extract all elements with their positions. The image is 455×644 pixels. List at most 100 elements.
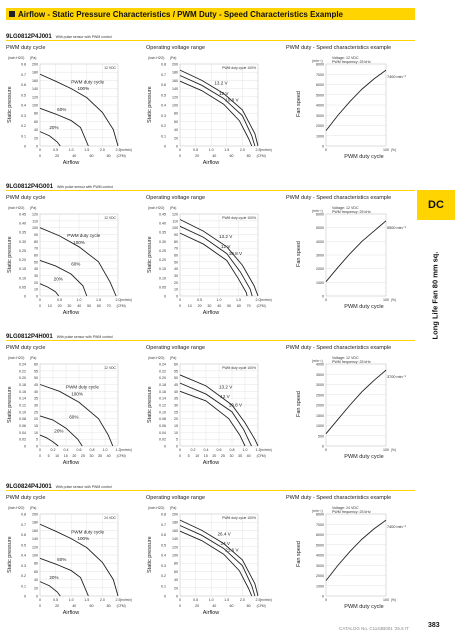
series-line <box>39 384 114 447</box>
curve-label: 20% <box>49 125 58 130</box>
y-tick-pa: 40 <box>174 267 178 271</box>
y-tick-in: 0.3 <box>21 114 26 118</box>
y-tick-pa: 30 <box>34 404 38 408</box>
y-tick-in: 0.4 <box>21 104 26 108</box>
pq-chart: 120 110 100 90 80 70 60 50 40 30 20 10 0 0.45 0.40 0.35… <box>146 204 282 324</box>
page-title: Airflow - Static Pressure Characteristic… <box>18 9 343 19</box>
corner-label: 12 VDC <box>104 66 116 70</box>
curve-label: 12 V <box>219 91 229 96</box>
x-tick-m3: 0 <box>179 448 181 452</box>
curve-label: PWM duty cycle <box>71 530 104 535</box>
y-tick-in: 0.05 <box>159 285 166 289</box>
y-tick-pa: 50 <box>174 260 178 264</box>
x-unit-cfm: (CFM) <box>257 154 266 158</box>
product-section: 9LG0812P4J001 With pulse sensor with PWM … <box>6 32 415 177</box>
x-tick-cfm: 25 <box>81 454 85 458</box>
x-tick-m3: 0.6 <box>77 448 82 452</box>
y-tick-pa: 120 <box>32 95 38 99</box>
x-axis-label: PWM duty cycle <box>344 304 383 310</box>
product-section: 9LG0812P4G001 With pulse sensor with PWM … <box>6 182 415 327</box>
y-tick-in: 0.10 <box>159 276 166 280</box>
y-tick-pa: 180 <box>172 521 178 525</box>
model-note: With pulse sensor with PWM control <box>55 485 112 489</box>
x-tick-m3: 2.0 <box>240 598 245 602</box>
x-unit-cfm: (CFM) <box>257 604 266 608</box>
y-tick-pa: 180 <box>172 71 178 75</box>
y-tick-in: 0.1 <box>21 584 26 588</box>
y-axis-label: Fan speed <box>296 241 302 267</box>
y-tick: 6000 <box>316 83 324 87</box>
x-tick-m3: 0 <box>179 148 181 152</box>
x-axis-label: Airflow <box>63 610 80 616</box>
series-line <box>39 283 60 297</box>
x-tick-cfm: 30 <box>229 454 233 458</box>
y-tick-pa: 60 <box>34 570 38 574</box>
x-tick-m3: 2.5 <box>256 598 261 602</box>
x-tick-m3: 2.5 <box>116 598 121 602</box>
y-tick-in: 0.5 <box>161 93 166 97</box>
y-tick-in: 0.04 <box>159 431 166 435</box>
curve-label: 24 V <box>221 541 231 546</box>
model-bar: 9LG0824P4J001 With pulse sensor with PWM … <box>6 482 415 491</box>
series-line <box>39 434 59 447</box>
y-tick-pa: 160 <box>172 529 178 533</box>
series-line <box>179 519 259 597</box>
y-unit-pa: (Pa) <box>30 356 36 360</box>
x-tick-cfm: 80 <box>247 604 251 608</box>
x-tick-cfm: 60 <box>97 304 101 308</box>
x-tick-cfm: 20 <box>195 154 199 158</box>
x-axis-label: Airflow <box>203 160 220 166</box>
chart-heading: Operating voltage range <box>146 45 206 51</box>
x-tick-cfm: 30 <box>67 304 71 308</box>
catalog-number: CATALOG No. C1143B001 '25.6 IT <box>339 626 409 631</box>
x-tick-cfm: 80 <box>107 604 111 608</box>
corner-label: 12 VDC <box>104 366 116 370</box>
y-tick-in: 0.22 <box>19 369 26 373</box>
y-axis-label: Static pressure <box>7 536 13 573</box>
x-tick-cfm: 40 <box>217 304 221 308</box>
y-tick-in: 0 <box>164 295 166 299</box>
curve-label: 10.8 V <box>229 402 243 407</box>
y-unit-pa: (Pa) <box>170 206 176 210</box>
y-tick-pa: 60 <box>174 570 178 574</box>
y-tick-in: 0.40 <box>19 222 26 226</box>
x-tick-m3: 0 <box>179 598 181 602</box>
model-number: 9LG0824P4J001 <box>6 484 52 490</box>
y-tick-in: 0.20 <box>19 376 26 380</box>
y-tick-pa: 5 <box>36 438 38 442</box>
y-tick-in: 0.35 <box>159 231 166 235</box>
x-tick-m3: 0.5 <box>197 298 202 302</box>
y-tick-in: 0.3 <box>161 114 166 118</box>
x-tick: 100 <box>383 148 389 152</box>
speed-chart: 8000 7000 6000 5000 4000 3000 2000 1000 0 (min⁻¹)… <box>286 504 422 624</box>
y-tick-pa: 45 <box>174 383 178 387</box>
y-tick-in: 0.7 <box>161 73 166 77</box>
y-tick-pa: 40 <box>174 578 178 582</box>
y-tick-pa: 100 <box>172 226 178 230</box>
y-tick: 2000 <box>316 404 324 408</box>
y-tick: 6000 <box>316 213 324 217</box>
pq-chart: 200 180 160 140 120 100 80 60 40 20 0 0.8 0.7 0.6 0.5 0… <box>6 54 142 174</box>
chart-svg: 12011010090807060504030201000.450.400.35… <box>147 206 272 316</box>
y-tick-pa: 20 <box>34 586 38 590</box>
y-tick: 3000 <box>316 383 324 387</box>
x-tick-cfm: 0 <box>179 604 181 608</box>
y-tick-in: 0 <box>24 595 26 599</box>
side-tab-dc: DC <box>417 190 455 220</box>
chart-svg: 2001801601401201008060402000.80.70.60.50… <box>147 506 272 616</box>
y-axis-label: Fan speed <box>296 541 302 567</box>
corner-label: PWM frequency: 25 kHz <box>332 210 371 214</box>
y-tick-in: 0.10 <box>159 410 166 414</box>
y-tick-pa: 100 <box>172 554 178 558</box>
series-line <box>179 232 248 297</box>
x-unit-m3: (m³/min) <box>120 598 132 602</box>
chart-heading: PWM duty - Speed characteristics example <box>286 495 392 501</box>
chart-svg: 6055504540353025201510500.240.220.200.18… <box>7 356 132 466</box>
x-unit-cfm: (CFM) <box>257 454 266 458</box>
x-tick-m3: 2.0 <box>240 148 245 152</box>
chart-heading: PWM duty cycle <box>6 495 46 501</box>
y-unit: (min⁻¹) <box>312 359 323 363</box>
model-bar: 9LG0812P4J001 With pulse sensor with PWM … <box>6 32 415 41</box>
y-tick-pa: 80 <box>34 112 38 116</box>
y-tick-in: 0 <box>24 145 26 149</box>
